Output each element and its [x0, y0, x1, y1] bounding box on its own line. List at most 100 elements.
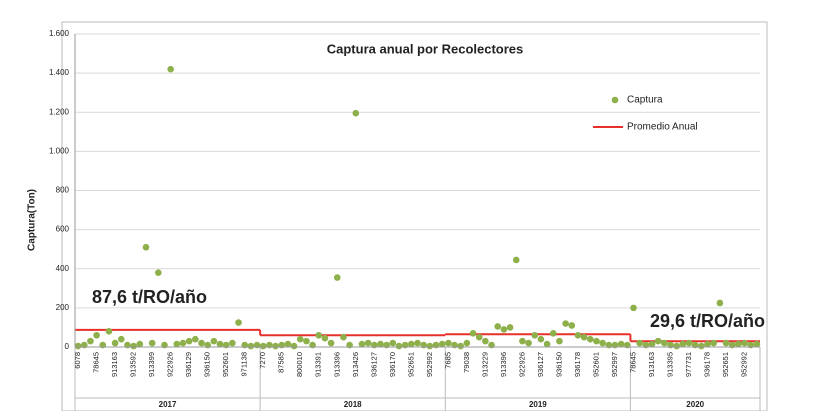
- legend-marker: [611, 96, 619, 104]
- average-annotation: 29,6 t/RO/año: [650, 311, 765, 331]
- point: [568, 322, 576, 329]
- point: [235, 319, 242, 326]
- y-axis-label: Captura(Ton): [27, 189, 38, 251]
- x-tick-label: 913395: [666, 352, 675, 377]
- x-tick-label: 936127: [369, 352, 378, 377]
- point: [506, 324, 514, 331]
- x-tick-label: 936150: [203, 352, 212, 377]
- x-tick-label: 936170: [388, 352, 397, 377]
- point: [512, 256, 520, 264]
- point: [142, 243, 150, 251]
- point: [636, 339, 643, 347]
- point: [111, 339, 119, 347]
- x-tick-label: 952651: [721, 352, 730, 377]
- point: [426, 342, 434, 350]
- point: [136, 340, 144, 348]
- group-label: 2018: [344, 400, 362, 409]
- y-tick-label: 1.200: [49, 107, 70, 116]
- point: [247, 342, 255, 350]
- point: [599, 339, 606, 347]
- point: [272, 342, 279, 350]
- point: [155, 269, 162, 276]
- x-tick-label: 800010: [295, 352, 304, 377]
- point: [395, 342, 403, 350]
- point: [716, 299, 724, 307]
- point: [457, 342, 464, 350]
- x-tick-label: 913391: [314, 352, 323, 377]
- point: [586, 335, 594, 343]
- x-tick-label: 952601: [591, 352, 600, 377]
- point: [741, 339, 748, 347]
- point: [130, 342, 137, 350]
- point: [549, 330, 557, 337]
- x-tick-label: 936129: [184, 352, 193, 377]
- point: [148, 339, 156, 347]
- point: [562, 320, 569, 327]
- group-label: 2017: [159, 400, 177, 409]
- x-tick-label: 977731: [684, 352, 693, 377]
- point: [710, 339, 718, 347]
- point: [753, 340, 761, 348]
- group-label: 2020: [686, 400, 704, 409]
- point: [531, 331, 539, 339]
- x-tick-label: 913229: [480, 352, 489, 377]
- point: [167, 65, 174, 73]
- point: [340, 333, 347, 341]
- legend-label: Captura: [627, 95, 663, 106]
- point: [210, 337, 218, 345]
- x-tick-label: 913163: [110, 352, 119, 377]
- point: [469, 330, 477, 337]
- point: [185, 337, 193, 345]
- point: [463, 339, 471, 347]
- point: [377, 340, 384, 348]
- point: [105, 328, 113, 335]
- x-tick-label: 971138: [240, 352, 249, 376]
- point: [617, 340, 625, 348]
- point: [661, 339, 668, 347]
- y-tick-label: 800: [56, 186, 70, 195]
- point: [117, 335, 125, 343]
- x-tick-label: 952997: [610, 352, 619, 377]
- average-annotation: 87,6 t/RO/año: [92, 287, 207, 307]
- y-tick-label: 1.600: [49, 29, 70, 38]
- point: [580, 333, 588, 341]
- point: [321, 334, 329, 342]
- point: [543, 340, 551, 348]
- point: [296, 335, 304, 343]
- point: [259, 342, 267, 350]
- x-tick-label: 922926: [166, 352, 175, 377]
- point: [482, 337, 489, 345]
- x-tick-label: 952601: [221, 352, 230, 377]
- point: [445, 339, 452, 347]
- point: [364, 339, 372, 347]
- legend-label: Promedio Anual: [627, 122, 698, 133]
- y-tick-label: 1.000: [49, 146, 70, 155]
- point: [229, 339, 236, 347]
- y-tick-label: 0: [65, 342, 70, 351]
- y-tick-label: 200: [56, 303, 70, 312]
- x-tick-label: 952651: [406, 352, 415, 377]
- x-tick-label: 913396: [332, 352, 341, 377]
- point: [315, 331, 323, 339]
- y-tick-label: 400: [56, 264, 70, 273]
- point: [408, 340, 415, 348]
- point: [648, 340, 656, 348]
- point: [525, 339, 532, 347]
- point: [74, 342, 82, 350]
- point: [173, 340, 181, 348]
- x-tick-label: 936150: [554, 352, 563, 377]
- point: [704, 340, 711, 348]
- point: [519, 337, 526, 345]
- x-tick-label: 913399: [147, 352, 156, 377]
- point: [630, 304, 637, 312]
- point: [216, 340, 224, 348]
- point: [438, 340, 446, 348]
- point: [179, 339, 187, 347]
- point: [500, 326, 508, 333]
- x-tick-label: 78645: [92, 352, 101, 373]
- x-tick-label: 952992: [425, 352, 434, 377]
- point: [593, 337, 600, 345]
- point: [537, 335, 545, 343]
- x-tick-label: 913592: [129, 352, 138, 377]
- x-tick-label: 913163: [647, 352, 656, 377]
